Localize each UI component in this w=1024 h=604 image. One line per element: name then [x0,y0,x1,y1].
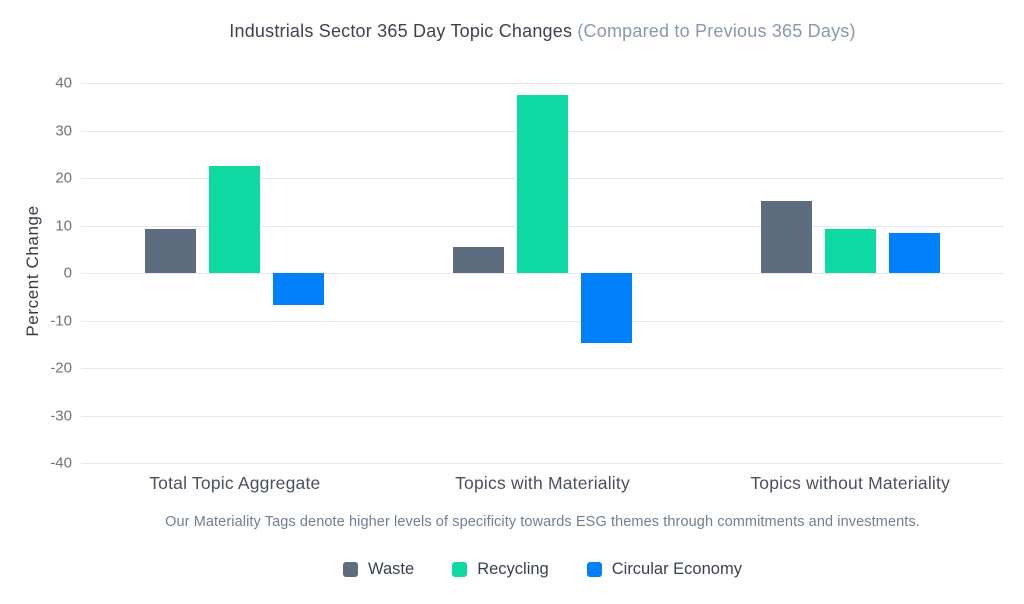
y-tick-label: 0 [63,264,72,282]
legend-label: Recycling [477,560,549,578]
plot-area: 40 30 20 10 0 -10 -20 -30 -40 [50,75,1004,472]
x-axis-label: Topics without Materiality [750,473,951,493]
y-tick-label: 30 [55,122,72,139]
bar-recycling [824,228,876,273]
y-tick-label: 10 [55,217,72,234]
legend-label: Circular Economy [611,560,742,578]
gridline [81,463,1004,464]
y-tick-label: -20 [50,359,72,377]
gridline [81,83,1004,84]
bar-circular-economy [581,273,632,344]
y-tick-label: -40 [50,454,72,472]
legend-swatch-circular-economy [586,562,602,577]
gridline [81,415,1004,417]
gridline [81,320,1004,322]
legend: Waste Recycling Circular Economy [81,560,1004,579]
x-axis-label: Topics with Materiality [455,473,630,493]
bar-waste [760,200,812,273]
chart-caption: Our Materiality Tags denote higher level… [165,514,920,530]
y-tick-label: 40 [55,74,72,92]
gridline [81,368,1004,369]
chart-title: Industrials Sector 365 Day Topic Changes… [81,21,1004,42]
legend-item-circular-economy: Circular Economy [586,560,742,579]
bar-circular-economy [888,233,940,273]
gridline [81,273,1004,274]
legend-label: Waste [368,560,415,578]
bar-circular-economy [273,273,325,306]
y-tick-label: -30 [50,407,72,424]
chart-title-subtitle: (Compared to Previous 365 Days) [577,21,856,41]
legend-item-recycling: Recycling [452,560,549,579]
bar-recycling [517,95,568,274]
bar-waste [145,228,197,273]
bar-waste [453,247,504,273]
bar-recycling [209,166,261,273]
y-tick-label: -10 [50,312,72,329]
legend-item-waste: Waste [343,560,414,579]
chart-title-main: Industrials Sector 365 Day Topic Changes [229,21,573,41]
legend-swatch-waste [343,562,359,577]
x-axis-labels: Total Topic Aggregate Topics with Materia… [81,473,1004,494]
y-tick-label: 20 [55,169,72,187]
legend-swatch-recycling [452,562,468,577]
x-axis-label: Total Topic Aggregate [149,473,321,493]
